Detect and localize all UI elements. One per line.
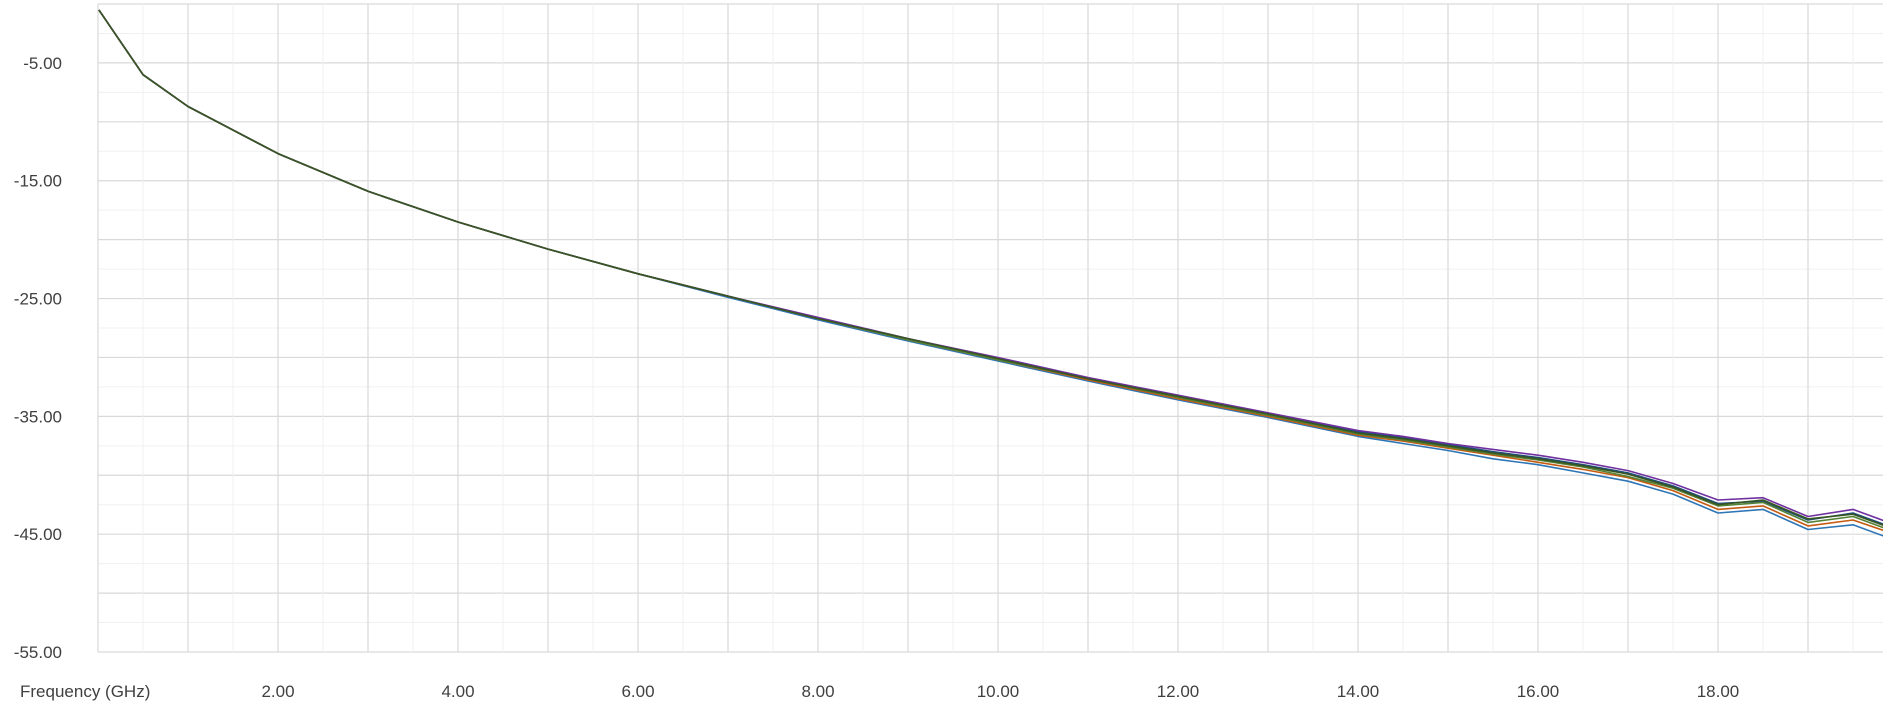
series-line-3 <box>98 9 1883 532</box>
series-line-1 <box>98 9 1883 525</box>
x-tick-label: 6.00 <box>621 682 654 701</box>
x-tick-label: 16.00 <box>1517 682 1560 701</box>
y-tick-label: -15.00 <box>14 172 62 191</box>
series-layer <box>98 9 1883 537</box>
y-axis-tick-labels: -5.00 -15.00 -25.00 -35.00 -45.00 -55.00 <box>14 54 62 662</box>
x-tick-label: 8.00 <box>801 682 834 701</box>
series-line-2 <box>98 9 1883 537</box>
y-tick-label: -55.00 <box>14 643 62 662</box>
x-tick-label: 4.00 <box>441 682 474 701</box>
series-line-4 <box>98 9 1883 529</box>
x-tick-label: 18.00 <box>1697 682 1740 701</box>
x-tick-label: 10.00 <box>977 682 1020 701</box>
series-line-6 <box>98 9 1883 526</box>
x-axis-title: Frequency (GHz) <box>20 682 150 701</box>
series-line-5 <box>98 9 1883 522</box>
x-tick-label: 12.00 <box>1157 682 1200 701</box>
x-axis-tick-labels: 2.00 4.00 6.00 8.00 10.00 12.00 14.00 16.00 18.0… <box>261 682 1739 701</box>
grid-layer <box>97 3 1883 653</box>
y-tick-label: -45.00 <box>14 525 62 544</box>
x-tick-label: 2.00 <box>261 682 294 701</box>
y-tick-label: -25.00 <box>14 290 62 309</box>
y-tick-label: -35.00 <box>14 407 62 426</box>
x-tick-label: 14.00 <box>1337 682 1380 701</box>
y-tick-label: -5.00 <box>23 54 62 73</box>
